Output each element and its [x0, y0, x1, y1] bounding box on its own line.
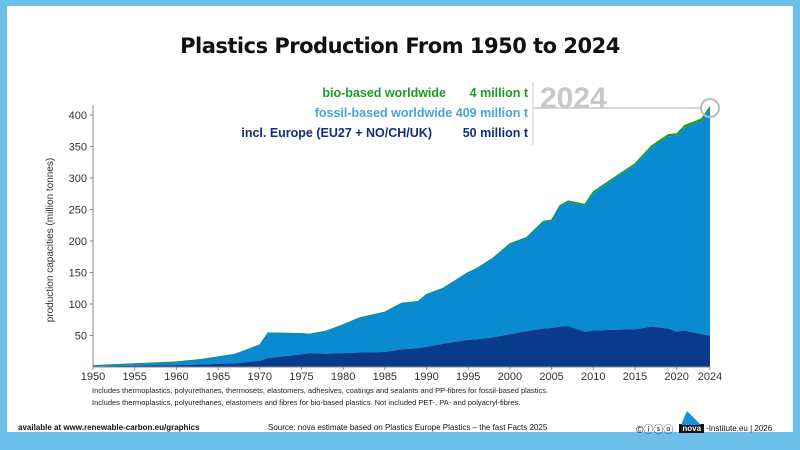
nova-logo: nova: [679, 411, 705, 433]
x-tick-label: 1980: [331, 371, 355, 383]
legend-europe-value: 50 million t: [462, 126, 528, 140]
x-tick-label: 1960: [164, 371, 188, 383]
credit-text: -Institute.eu | 2026: [706, 424, 773, 433]
nova-logo-flag-icon: [681, 411, 702, 425]
note-fossil: Includes thermoplastics, polyurethanes, …: [92, 386, 549, 395]
x-tick-label: 1955: [122, 371, 146, 383]
y-tick-label: 300: [69, 173, 87, 185]
y-tick-label: 200: [69, 236, 87, 248]
y-tick-label: 100: [69, 299, 87, 311]
highlight-circle: [700, 98, 720, 118]
area-europe: [93, 326, 710, 367]
x-tick-label: 1985: [373, 371, 397, 383]
legend-bio: bio-based worldwide 4 million t: [322, 86, 528, 100]
x-tick-label: 1990: [414, 371, 438, 383]
legend-fossil: fossil-based worldwide 409 million t: [315, 106, 528, 120]
area-fossil-based: [93, 109, 710, 367]
y-tick-label: 250: [69, 205, 87, 217]
legend-europe-label: incl. Europe (EU27 + NO/CH/UK): [241, 126, 432, 140]
legend-fossil-value: 409 million t: [455, 106, 528, 120]
x-tick-label: 2024: [698, 371, 722, 383]
x-tick-label: 2020: [664, 371, 688, 383]
source-text: Source: nova estimate based on Plastics …: [268, 423, 548, 432]
legend-bio-value: 4 million t: [469, 86, 528, 100]
x-tick-label: 1975: [289, 371, 313, 383]
x-tick-label: 2010: [581, 371, 605, 383]
y-tick-label: 50: [75, 331, 87, 343]
legend-fossil-label: fossil-based worldwide: [314, 106, 453, 120]
x-tick-label: 2000: [498, 371, 522, 383]
x-tick-label: 2005: [539, 371, 563, 383]
y-tick-label: 150: [69, 268, 87, 280]
x-tick-label: 1970: [248, 371, 272, 383]
legend-europe: incl. Europe (EU27 + NO/CH/UK) 50 million…: [241, 126, 528, 140]
note-bio: Includes thermoplastics, polyurethanes, …: [92, 398, 521, 407]
y-tick-label: 400: [69, 110, 87, 122]
legend-bio-label: bio-based worldwide: [322, 86, 446, 100]
x-tick-label: 1965: [206, 371, 230, 383]
y-axis-label: production capacities (million tonnes): [45, 158, 56, 323]
footer-credit: ©ⓘⓢⓞ nova -Institute.eu | 2026: [636, 411, 773, 436]
x-tick-label: 1950: [81, 371, 105, 383]
x-tick-label: 2015: [623, 371, 647, 383]
chart-title: Plastics Production From 1950 to 2024: [180, 34, 620, 58]
cc-license-icon: ©ⓘⓢⓞ: [636, 425, 674, 436]
available-link[interactable]: available at www.renewable-carbon.eu/gra…: [18, 423, 200, 432]
y-tick-label: 350: [69, 142, 87, 154]
highlight-year: 2024: [540, 82, 607, 115]
x-tick-label: 1995: [456, 371, 480, 383]
